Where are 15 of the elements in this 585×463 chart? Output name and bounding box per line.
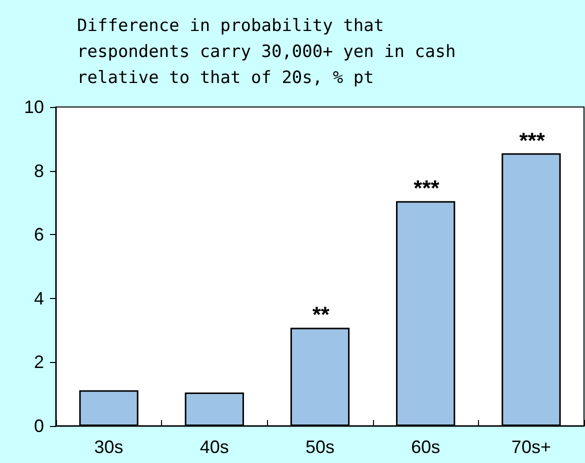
y-tick-label: 10: [24, 97, 44, 117]
chart-title: Difference in probability that respondents carry 30,000+ yen in cash relative to that of 20s, % pt: [77, 16, 456, 88]
y-tick-label: 8: [34, 160, 44, 181]
x-tick-label: 50s: [305, 437, 335, 457]
annotation: **: [311, 302, 330, 328]
annotation: ***: [518, 128, 546, 153]
annotation: ***: [412, 176, 440, 201]
y-tick-label: 0: [34, 416, 44, 436]
y-tick-label: 2: [34, 352, 44, 372]
y-tick-label: 4: [34, 288, 44, 308]
x-tick-label: 30s: [94, 437, 124, 457]
x-tick-label: 70s+: [511, 437, 551, 457]
y-tick-label: 6: [34, 224, 44, 245]
x-tick-label: 40s: [200, 437, 229, 457]
x-tick-label: 60s: [411, 437, 440, 457]
